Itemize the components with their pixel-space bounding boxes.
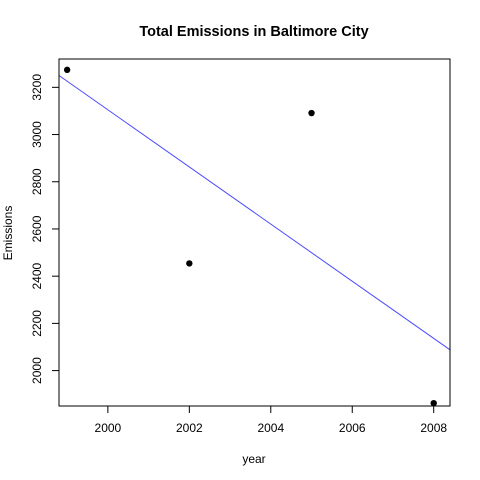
data-point [430,399,437,407]
chart-title: Total Emissions in Baltimore City [139,24,368,40]
plot-frame [58,58,451,407]
plot-layer [58,66,451,407]
x-axis-ticks: 2000 2002 2004 2006 2008 [95,406,447,435]
data-point [308,109,315,117]
y-axis-ticks: 2000 2200 2400 2600 2800 3000 3200 [30,74,59,384]
x-tick-label: 2000 [95,421,122,435]
x-tick-label: 2008 [420,421,447,435]
trend-line [58,75,451,351]
y-tick-label: 2800 [30,168,44,195]
y-tick-label: 3000 [30,121,44,148]
y-tick-label: 2600 [30,215,44,242]
x-tick-label: 2004 [257,421,284,435]
data-point [186,260,193,267]
y-tick-label: 3200 [30,74,44,101]
x-tick-label: 2006 [339,421,366,435]
y-tick-label: 2400 [30,263,44,290]
x-axis-label: year [242,452,265,466]
y-axis-label: Emissions [1,206,15,261]
x-tick-label: 2002 [176,421,203,435]
y-tick-label: 2200 [30,310,44,337]
data-point [63,66,71,74]
y-tick-label: 2000 [30,357,44,384]
